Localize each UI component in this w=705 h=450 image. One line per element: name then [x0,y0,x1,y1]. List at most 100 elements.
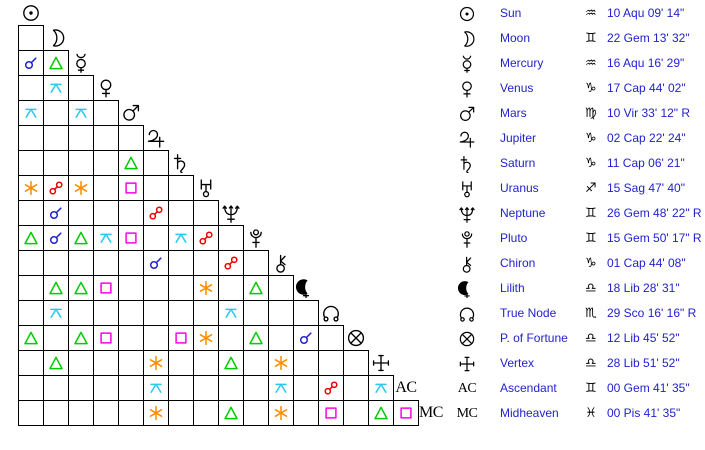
zodiac-sign-icon: ♎ [585,356,597,371]
planet-position: 00 Gem 41' 35" [607,381,690,395]
sextile-aspect-icon [199,281,213,295]
aspect-cell-saturn-venus [93,150,119,176]
planet-name: Saturn [500,156,536,170]
trine-aspect-icon [124,156,138,170]
sextile-aspect-icon [274,406,288,420]
aspect-cell-true-node-chiron [268,300,294,326]
aspect-cell-ascendant-chiron [268,375,294,401]
aspect-cell-saturn-mars [118,150,144,176]
square-aspect-icon [99,331,113,345]
planet-row-uranus: Uranus ♐ 15 Sag 47' 40" [455,176,705,201]
aspect-cell-midheaven-neptune [218,400,244,426]
planet-row-jupiter: Jupiter ♑ 02 Cap 22' 24" [455,126,705,151]
aspect-cell-neptune-mars [118,200,144,226]
aspect-cell-vertex-neptune [218,350,244,376]
opposition-aspect-icon [149,206,163,220]
planet-position: 15 Gem 50' 17" R [607,231,702,245]
zodiac-sign-icon: ♑ [585,256,597,271]
trine-aspect-icon [74,281,88,295]
planet-position: 22 Gem 13' 32" [607,31,690,45]
aspect-cell-ascendant-jupiter [143,375,169,401]
planet-name: Neptune [500,206,546,220]
aspect-cell-jupiter-moon [43,125,69,151]
opposition-aspect-icon [199,231,213,245]
sun-glyph-icon [18,0,44,26]
planet-row-venus: Venus ♑ 17 Cap 44' 02" [455,76,705,101]
aspect-cell-midheaven-true-node [318,400,344,426]
trine-aspect-icon [49,281,63,295]
opposition-aspect-icon [224,256,238,270]
planet-position: 16 Aqu 16' 29" [607,56,685,70]
aspect-cell-vertex-fortune [343,350,369,376]
aspect-cell-mercury-sun [18,50,44,76]
planet-name: True Node [500,306,557,320]
quincunx-aspect-icon [174,231,188,245]
aspect-cell-midheaven-sun [18,400,44,426]
quincunx-aspect-icon [24,106,38,120]
true-node-glyph-icon [455,301,479,326]
zodiac-sign-icon: ♑ [585,156,597,171]
aspect-cell-vertex-moon [43,350,69,376]
mars-glyph-icon [455,101,479,126]
aspect-cell-neptune-uranus [193,200,219,226]
planet-position: 26 Gem 48' 22" R [607,206,702,220]
aspect-cell-mars-mercury [68,100,94,126]
aspect-cell-pluto-sun [18,225,44,251]
aspect-cell-jupiter-mercury [68,125,94,151]
aspect-cell-fortune-neptune [218,325,244,351]
aspect-cell-vertex-mercury [68,350,94,376]
aspect-cell-lilith-jupiter [143,275,169,301]
quincunx-aspect-icon [374,381,388,395]
aspect-cell-venus-moon [43,75,69,101]
aspect-cell-fortune-true-node [318,325,344,351]
aspect-cell-neptune-sun [18,200,44,226]
planet-row-lilith: Lilith ♎ 18 Lib 28' 31" [455,276,705,301]
trine-aspect-icon [224,406,238,420]
aspect-cell-mercury-moon [43,50,69,76]
aspect-cell-uranus-saturn [168,175,194,201]
midheaven-glyph-icon: MC [456,405,478,421]
aspect-cell-jupiter-mars [118,125,144,151]
saturn-glyph-icon [168,150,194,176]
planet-row-saturn: Saturn ♑ 11 Cap 06' 21" [455,151,705,176]
aspect-cell-mars-moon [43,100,69,126]
pluto-glyph-icon [243,225,269,251]
aspect-cell-fortune-moon [43,325,69,351]
aspect-cell-midheaven-mars [118,400,144,426]
aspect-cell-pluto-jupiter [143,225,169,251]
aspect-cell-lilith-neptune [218,275,244,301]
planet-name: Chiron [500,256,536,270]
lilith-glyph-icon [455,276,479,301]
aspect-cell-saturn-moon [43,150,69,176]
sextile-aspect-icon [24,181,38,195]
aspect-cell-midheaven-mercury [68,400,94,426]
aspect-cell-ascendant-lilith [293,375,319,401]
chiron-glyph-icon [268,250,294,276]
aspect-cell-ascendant-true-node [318,375,344,401]
aspect-cell-midheaven-venus [93,400,119,426]
aspect-cell-fortune-saturn [168,325,194,351]
planet-position: 29 Sco 16' 16" R [607,306,697,320]
aspect-cell-vertex-uranus [193,350,219,376]
moon-glyph-icon [43,25,69,51]
aspect-cell-true-node-lilith [293,300,319,326]
planet-row-sun: Sun ♒ 10 Aqu 09' 14" [455,1,705,26]
ascendant-glyph-icon: AC [395,379,417,396]
true-node-glyph-icon [318,300,344,326]
aspect-cell-lilith-venus [93,275,119,301]
neptune-glyph-icon [455,201,479,226]
pluto-glyph-icon [455,226,479,251]
aspect-cell-ascendant-mercury [68,375,94,401]
aspect-cell-true-node-venus [93,300,119,326]
midheaven-glyph-icon: MC [419,404,443,421]
aspect-cell-vertex-jupiter [143,350,169,376]
aspect-cell-fortune-uranus [193,325,219,351]
aspect-cell-pluto-saturn [168,225,194,251]
zodiac-sign-icon: ♒ [585,6,597,21]
aspect-cell-ascendant-moon [43,375,69,401]
planet-position: 00 Pis 41' 35" [607,406,681,420]
aspect-cell-chiron-saturn [168,250,194,276]
aspect-cell-ascendant-venus [93,375,119,401]
sextile-aspect-icon [74,181,88,195]
vertex-glyph-icon [455,351,479,376]
